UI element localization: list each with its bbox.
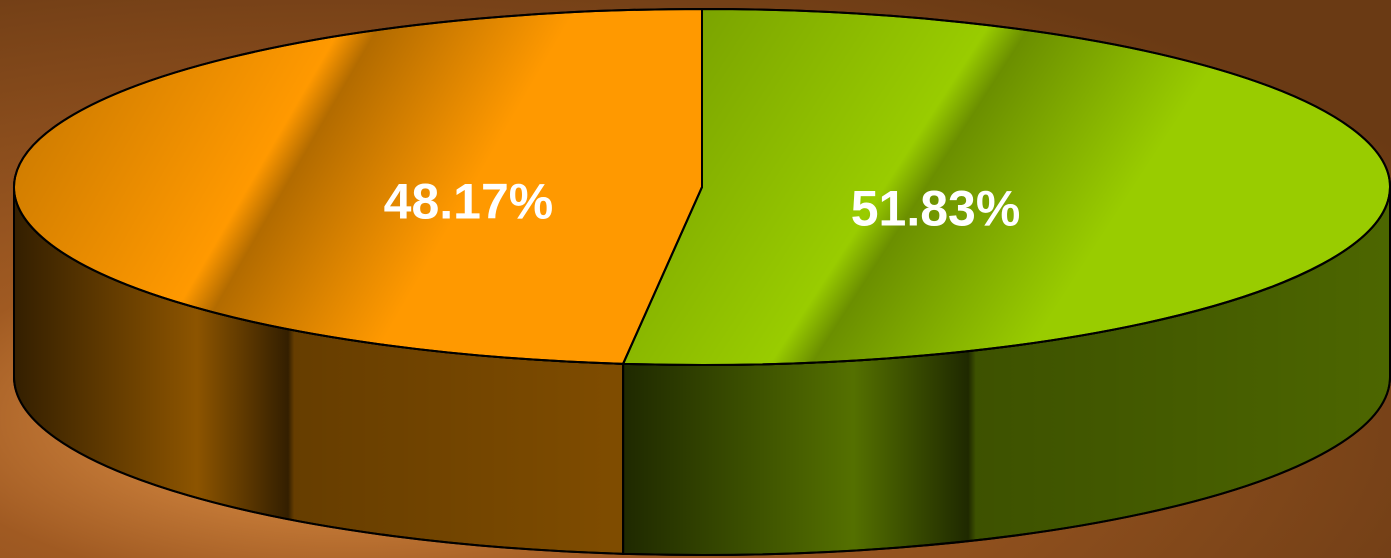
data-label: 48.17%: [384, 174, 554, 230]
data-labels: 51.83% 48.17%: [384, 174, 1021, 237]
pie-slice-shade: [12, 7, 703, 365]
data-label: 51.83%: [851, 181, 1021, 237]
pie-slice-shade: [621, 7, 1391, 366]
pie-sides: [13, 186, 1391, 556]
pie-tops: [12, 7, 1391, 366]
